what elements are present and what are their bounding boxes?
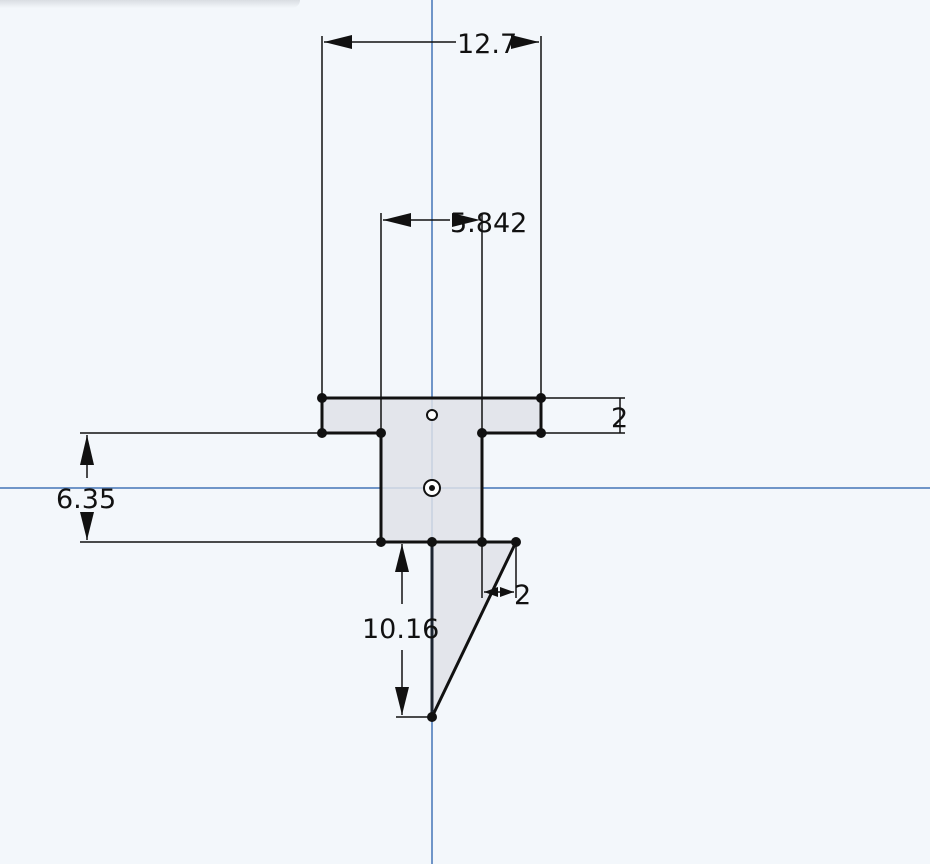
dimension-stem-height[interactable]	[80, 432, 381, 543]
dimension-top-width[interactable]	[321, 35, 542, 398]
dimension-stem-width-label[interactable]: 5.842	[450, 208, 527, 239]
dimension-flange-thickness[interactable]	[541, 397, 625, 434]
dimension-flange-thickness-label[interactable]: 2	[611, 403, 628, 434]
dimension-point-length[interactable]	[395, 544, 432, 718]
sketch-profile[interactable]	[320, 396, 543, 718]
dimension-point-offset[interactable]	[481, 542, 517, 598]
toolbar-shadow	[0, 0, 300, 8]
dimension-point-offset-label[interactable]: 2	[514, 580, 531, 611]
point-slant-edge[interactable]	[430, 541, 518, 718]
midpoint-marker[interactable]	[426, 409, 438, 421]
dimension-stem-width[interactable]	[380, 213, 483, 433]
origin-marker-center	[429, 485, 435, 491]
vertex[interactable]	[427, 537, 437, 547]
dimension-stem-height-label[interactable]: 6.35	[56, 484, 116, 515]
dimension-top-width-label[interactable]: 12.7	[457, 29, 517, 60]
dimension-point-length-label[interactable]: 10.16	[362, 614, 439, 645]
